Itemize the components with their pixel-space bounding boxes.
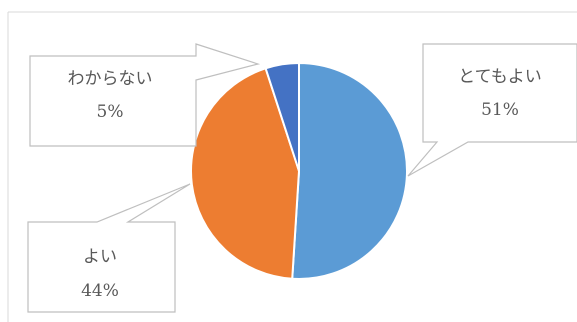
pie-slice-0 [291,61,408,280]
slice-value-0: 51% [481,100,519,120]
pie-slices [190,61,408,280]
callout-box-totemo-yoi [407,43,577,177]
callout-totemo-yoi: とてもよい 51% [407,43,577,177]
callout-wakaranai: わからない 5% [29,43,261,147]
pie-slice-1 [190,67,301,280]
slice-value-2: 5% [97,102,124,122]
slice-label-1: よい [83,247,117,267]
slice-label-0: とてもよい [458,67,542,87]
slice-value-1: 44% [81,281,119,301]
callout-box-yoi [27,183,191,313]
slice-label-2: わからない [68,69,153,89]
pie-slice-2 [264,61,300,172]
callout-yoi: よい 44% [27,183,191,313]
callout-box-wakaranai [29,43,261,147]
